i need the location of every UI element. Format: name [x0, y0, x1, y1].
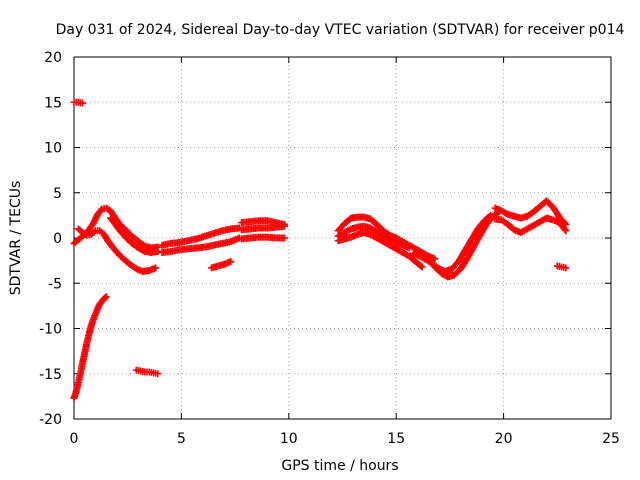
point-arc-15-2 [79, 99, 87, 107]
series-arc-8-10-c [238, 233, 289, 243]
data-marks [70, 98, 570, 402]
point-early-lower-15 [152, 264, 160, 272]
point-early-upper-2-8 [154, 248, 162, 256]
point-end-lower-11 [562, 227, 570, 235]
series-early-upper [70, 204, 162, 252]
y-axis-label: SDTVAR / TECUs [8, 181, 24, 296]
series-arc-8-10-b [238, 222, 289, 234]
point-late-upper-15 [431, 255, 439, 263]
point-arc-8-10-c-5 [281, 234, 289, 242]
point-rise-neg18-15 [102, 293, 110, 301]
x-tick-label-5: 25 [602, 431, 620, 447]
series-late-low [334, 229, 426, 271]
series-dip-lower [431, 208, 503, 281]
x-tick-label-2: 10 [280, 431, 298, 447]
point-late-low-12-4 [417, 262, 425, 270]
x-tick-labels: 0 5 10 15 20 25 [70, 431, 620, 447]
axis-ticks [73, 56, 612, 420]
point-end-tail-2 [562, 264, 570, 272]
x-tick-label-4: 20 [495, 431, 513, 447]
series-end-tail [553, 262, 570, 272]
point-arc-8-10-b-5 [281, 222, 289, 230]
series-mid-low [158, 234, 243, 256]
point-late-low-13 [418, 263, 426, 271]
y-tick-label-1: -15 [39, 367, 62, 383]
series-late-mid [334, 222, 413, 252]
series-mid-short [207, 258, 235, 272]
y-tick-label-7: 15 [44, 95, 62, 111]
y-tick-label-6: 10 [44, 141, 62, 157]
x-tick-label-1: 5 [177, 431, 186, 447]
y-tick-labels: -20 -15 -10 -5 0 5 10 15 20 [39, 50, 62, 428]
series-arc-8-10-a [238, 217, 289, 228]
y-tick-label-2: -10 [39, 322, 62, 338]
series-mid-band [158, 224, 243, 249]
chart-title: Day 031 of 2024, Sidereal Day-to-day VTE… [56, 22, 625, 38]
series-rise-neg18 [70, 293, 110, 402]
y-tick-label-8: 20 [44, 50, 62, 66]
x-axis-label: GPS time / hours [281, 458, 398, 474]
point-late-mid-11 [405, 244, 413, 252]
series-early-lower [74, 225, 160, 275]
point-arc-neg15-5 [154, 370, 162, 378]
point-end-lower-10-5 [561, 225, 569, 233]
y-tick-label-4: 0 [53, 231, 62, 247]
point-rise-neg18-14-1 [101, 294, 109, 302]
series-arc-neg15 [132, 366, 162, 378]
series-early-upper-2 [107, 214, 162, 256]
series-end-lower [491, 214, 570, 237]
series-arc-15 [70, 98, 87, 107]
x-tick-label-0: 0 [70, 431, 79, 447]
y-tick-label-3: -5 [48, 276, 62, 292]
y-tick-label-5: 5 [53, 186, 62, 202]
y-tick-label-0: -20 [39, 412, 62, 428]
point-early-lower-3-2 [90, 228, 98, 236]
point-mid-short-3 [227, 258, 235, 266]
x-tick-label-3: 15 [387, 431, 405, 447]
